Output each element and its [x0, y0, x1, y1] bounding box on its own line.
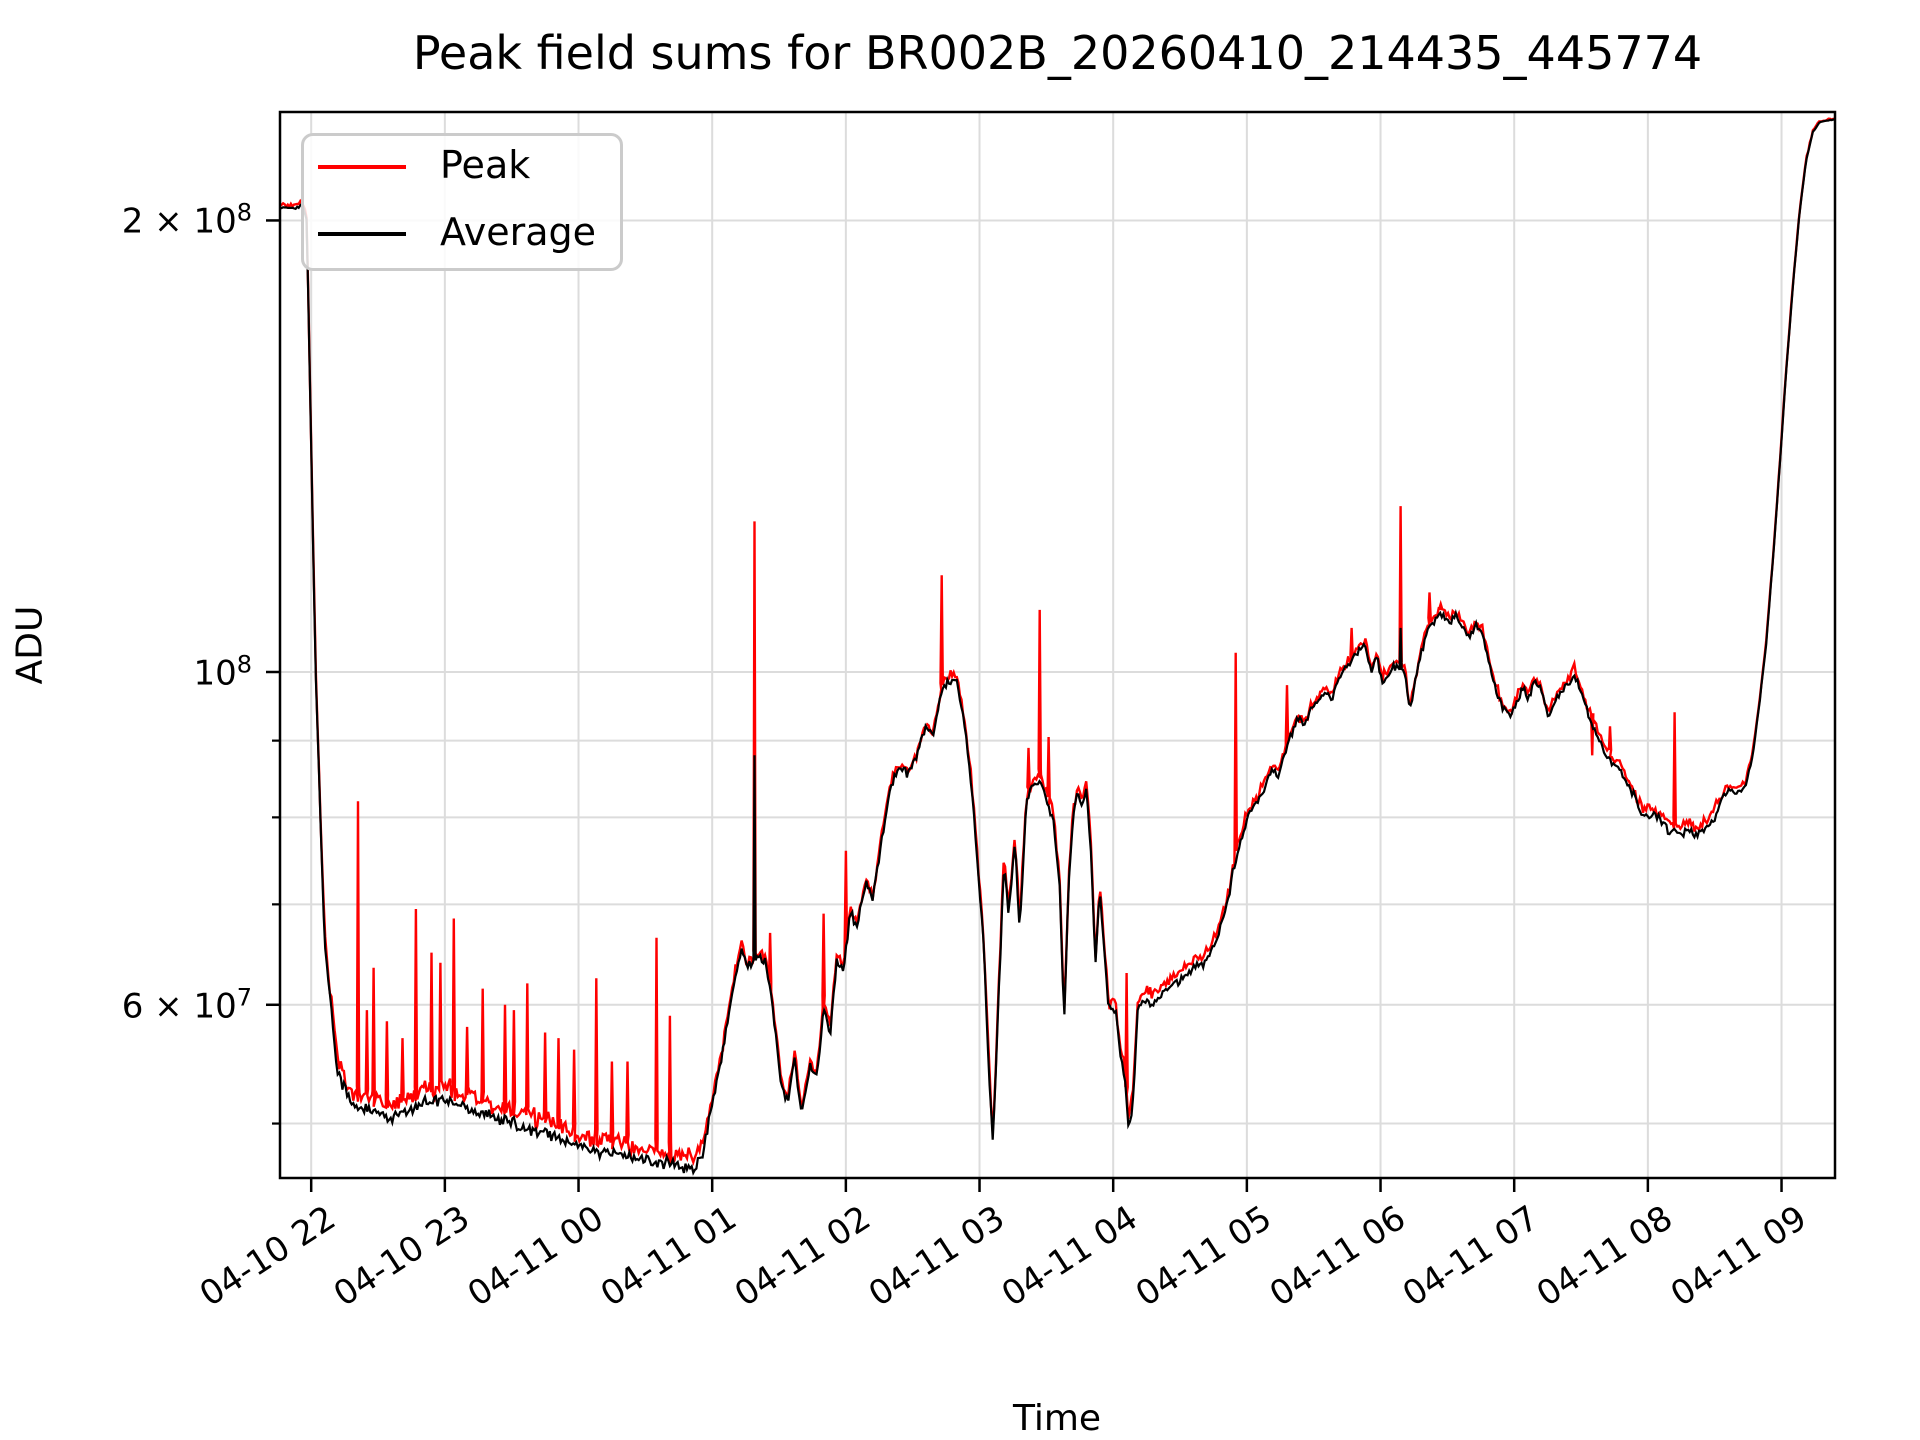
plot-frame — [278, 110, 1837, 1180]
y-tick-label: 2 × 108 — [121, 198, 252, 243]
legend-line-average — [318, 232, 406, 236]
chart-title: Peak field sums for BR002B_20260410_2144… — [412, 26, 1703, 80]
series-peak-line — [280, 117, 1835, 1166]
y-axis-label: ADU — [9, 605, 51, 685]
legend-label-average: Average — [440, 210, 597, 254]
series-average-line — [280, 118, 1835, 1176]
legend-label-peak: Peak — [440, 143, 531, 187]
legend-line-peak — [318, 165, 406, 169]
y-tick-label: 108 — [193, 650, 252, 694]
y-tick-label: 6 × 107 — [121, 983, 252, 1027]
legend: Peak Average — [301, 133, 623, 271]
x-axis-label: Time — [1012, 1398, 1102, 1439]
